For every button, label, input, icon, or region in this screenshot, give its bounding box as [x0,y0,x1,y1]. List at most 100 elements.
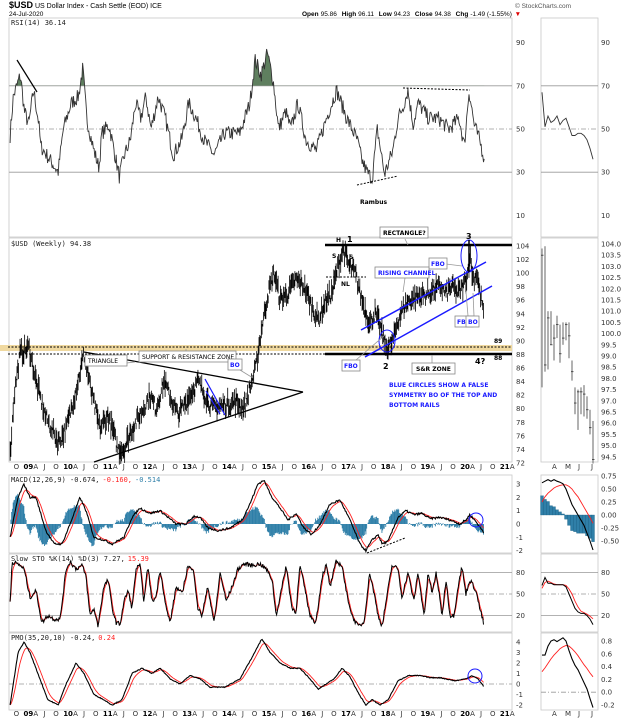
time-axis-label: O [172,463,178,471]
time-axis-label: A [33,463,38,471]
price-axis-tick: 88 [516,351,525,359]
sr-zone-text: S&R ZONE [416,366,451,373]
fbo-top-callout [428,257,448,270]
price-axis-tick: 92 [516,324,525,332]
pmo-axis-tick: 0 [516,681,520,689]
inset-price-axis-tick: 102.5 [601,274,621,282]
time-axis-label: J [201,463,204,471]
time-axis-label-bottom: J [400,710,403,718]
time-axis-label-bottom: O [53,710,59,718]
time-axis-label-bottom: A [272,710,277,718]
macd-inset-histogram-bar [570,514,574,531]
time-axis-label: O [450,463,456,471]
rsi-axis-tick: 50 [516,126,525,134]
macd-inset-histogram-bar [546,501,550,516]
pmo-inset-axis-tick: 0.8 [601,638,612,646]
time-axis-label-bottom: A [73,710,78,718]
pmo-inset-axis-tick: 0.6 [601,650,613,658]
sto-axis-tick: 50 [516,591,525,599]
inset-price-axis-tick: 96.5 [601,409,617,417]
pmo-axis-tick: -2 [516,702,523,710]
price-axis-tick: 82 [516,392,525,400]
falling-wedge-upper-line [204,378,226,416]
point-3-label: 3 [466,232,472,241]
time-axis-label: J [479,463,482,471]
chart-date: 24-Jul-2020 [9,11,44,18]
pmo-inset-axis-tick: -0.2 [601,702,615,710]
blue-note-line-2: SYMMETRY BO OF THE TOP AND [389,392,497,399]
time-axis-label-bottom: A [33,710,38,718]
false-breakout-circle-bottom [378,329,396,353]
time-axis-label-bottom: O [331,710,337,718]
inset-time-axis-label: M [565,463,571,471]
price-axis-tick: 100 [516,270,529,278]
sr-band [0,345,512,351]
time-axis-label-bottom: 11 [103,710,113,718]
sto-inset-k-line [541,576,594,625]
time-axis-label: J [400,463,403,471]
time-axis-label: A [510,463,515,471]
time-axis-label-bottom: J [320,710,323,718]
time-axis-label: A [311,463,316,471]
right-shoulder-label: S [349,254,353,261]
macd-inset-axis-tick: 0.00 [601,512,617,520]
time-axis-label-bottom: A [430,710,435,718]
time-axis-label: J [82,463,85,471]
macd-inset-histogram-bar [543,499,547,516]
chart-header: $USD US Dollar Index - Cash Settle (EOD)… [9,0,571,18]
time-axis-label: A [73,463,78,471]
time-axis-label-bottom: A [470,710,475,718]
time-axis-label: J [320,463,323,471]
inset-price-axis-tick: 100.5 [601,319,621,327]
symbol: $USD [9,0,34,10]
head-label: H [336,237,341,244]
pmo-axis-tick: -1 [516,691,523,699]
ohlc-readout: Open 95.86 High 96.11 Low 94.23 Close 94.38 … [302,11,521,18]
time-axis-label: A [232,463,237,471]
sto-inset-frame [540,553,599,633]
instrument-name: US Dollar Index - Cash Settle (EOD) ICE [35,3,162,10]
rising-channel-upper-line [360,261,487,331]
time-axis-label: O [53,463,59,471]
rambus-signature: Rambus [360,199,387,206]
rsi-inset-axis-tick: 30 [601,169,610,177]
pmo-axis-tick: 2 [516,660,520,668]
price-axis-tick: 74 [516,446,525,454]
time-axis-label: O [212,463,218,471]
rising-channel-text: RISING CHANNEL [378,270,436,277]
rsi-axis-tick: 30 [516,169,525,177]
macd-line [9,480,485,554]
inset-price-axis-tick: 102.0 [601,285,621,293]
inset-price-axis-tick: 101.0 [601,308,621,316]
macd-inset-axis-tick: 0.75 [601,473,617,481]
time-axis-label: J [122,463,125,471]
price-label: $USD (Weekly) 94.38 [11,240,91,248]
time-axis-label-bottom: O [14,710,20,718]
time-axis-label-bottom: J [479,710,482,718]
pmo-inset-frame [540,632,599,711]
time-axis-label-bottom: J [161,710,164,718]
price-axis-tick: 78 [516,419,525,427]
macd-inset-histogram-bar [552,506,556,516]
fbo-mid-text: FBO [457,319,471,326]
rising-channel-lower-line [364,285,493,358]
macd-inset-histogram-bar [564,514,568,520]
inset-price-axis-tick: 95.0 [601,442,617,450]
price-axis-tick: 98 [516,283,525,291]
pmo-signal-line [9,643,484,706]
fbo-top-text: FBO [431,261,445,268]
time-axis-label-bottom: J [42,710,45,718]
inset-price-axis-tick: 98.0 [601,375,617,383]
time-axis-label: 12 [143,463,153,471]
inset-price-axis-tick: 97.0 [601,397,617,405]
rsi-downtrend-line [16,59,38,93]
time-axis-label-bottom: 18 [381,710,391,718]
reference-lines [9,85,598,693]
price-axis-tick: 86 [516,365,525,373]
time-axis-label: 15 [262,463,272,471]
time-axis-label-bottom: 16 [301,710,311,718]
rsi-inset-axis-tick: 50 [601,126,610,134]
time-axis-label: 18 [381,463,391,471]
time-axis-label-bottom: A [510,710,515,718]
price-axis-tick: 90 [516,337,525,345]
